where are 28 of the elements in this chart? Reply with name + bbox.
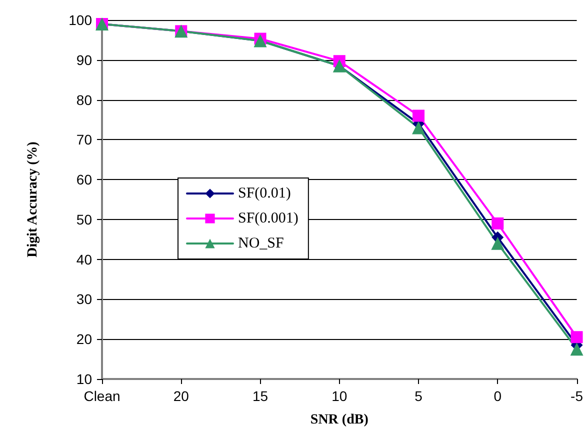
point [412, 110, 425, 122]
y-axis-title: Digit Accuracy (%) [26, 141, 40, 258]
x-tick-label: 20 [173, 388, 190, 404]
legend-label: SF(0.001) [238, 210, 298, 226]
x-tick-label: -5 [570, 388, 584, 404]
y-tick-label: 70 [76, 132, 92, 148]
y-tick-label: 50 [76, 211, 92, 228]
y-tick-label: 10 [76, 371, 92, 387]
x-tick-label: 10 [332, 388, 348, 404]
point [492, 217, 504, 230]
x-tick-label: 15 [252, 388, 268, 404]
x-tick-label: 0 [494, 388, 502, 404]
point [491, 236, 504, 250]
x-axis-title: SNR (dB) [310, 412, 369, 428]
legend-label: SF(0.01) [238, 186, 291, 202]
y-tick-label: 60 [76, 172, 92, 188]
point [570, 331, 583, 344]
y-tick-label: 80 [76, 92, 92, 108]
y-tick-label: 30 [76, 291, 92, 308]
y-tick-label: 90 [76, 52, 92, 68]
x-tick-label: 5 [414, 388, 423, 404]
y-tick-label: 20 [76, 331, 92, 348]
y-tick-label: 40 [76, 251, 92, 268]
point [412, 121, 426, 134]
point [570, 342, 584, 356]
y-tick-label: 100 [68, 12, 92, 28]
x-tick-label: Clean [84, 388, 120, 404]
legend-label: NO_SF [238, 236, 284, 252]
